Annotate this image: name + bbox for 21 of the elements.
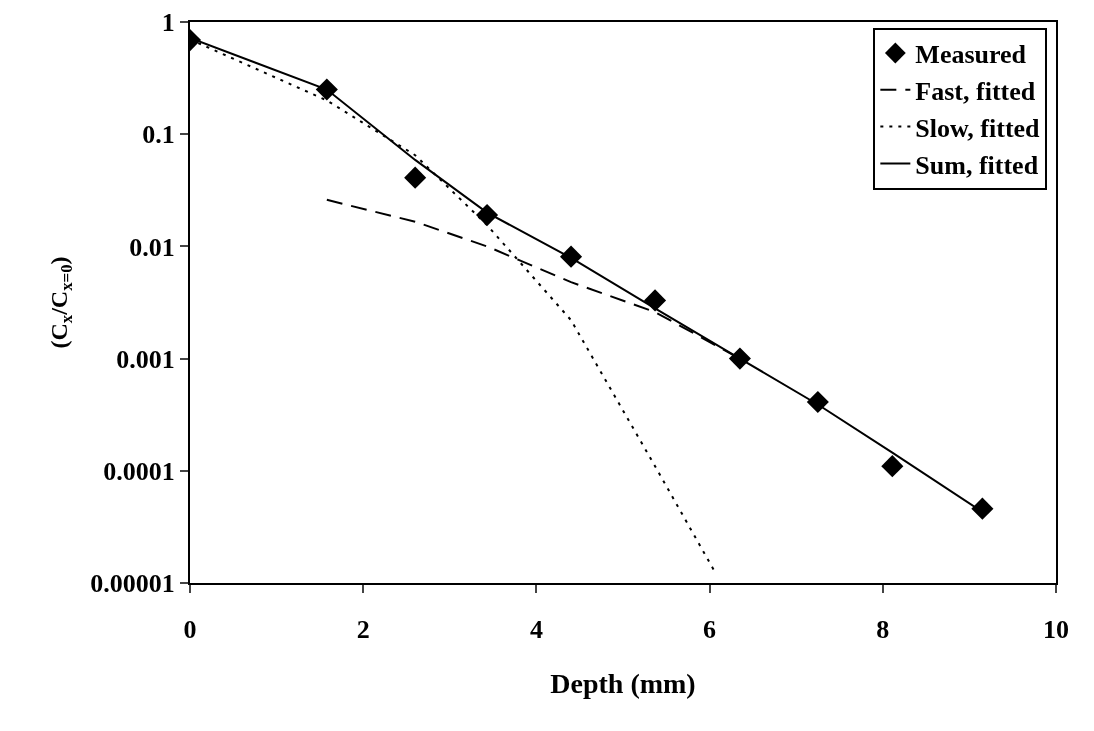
x-tick-label: 8 [876, 615, 890, 645]
legend-label: Sum, fitted [915, 150, 1039, 180]
x-tick-label: 6 [703, 615, 717, 645]
y-tick-label: 1 [161, 8, 175, 38]
x-axis-title: Depth (mm) [550, 667, 696, 699]
y-tick-label: 0.01 [129, 232, 175, 262]
x-tick-label: 0 [183, 615, 197, 645]
legend-label: Measured [915, 40, 1027, 70]
point [971, 497, 994, 520]
legend-label: Slow, fitted [915, 113, 1041, 143]
point [881, 455, 904, 478]
x-tick-label: 10 [1043, 615, 1069, 645]
point [404, 166, 427, 189]
y-tick-label: 0.00001 [90, 569, 175, 599]
x-tick-label: 2 [356, 615, 370, 645]
y-tick-label: 0.1 [142, 120, 175, 150]
legend-label: Fast, fitted [915, 76, 1036, 106]
point [643, 289, 667, 312]
y-tick-label: 0.001 [116, 344, 175, 374]
y-tick-label: 0.0001 [103, 456, 175, 486]
x-tick-label: 4 [529, 615, 543, 645]
